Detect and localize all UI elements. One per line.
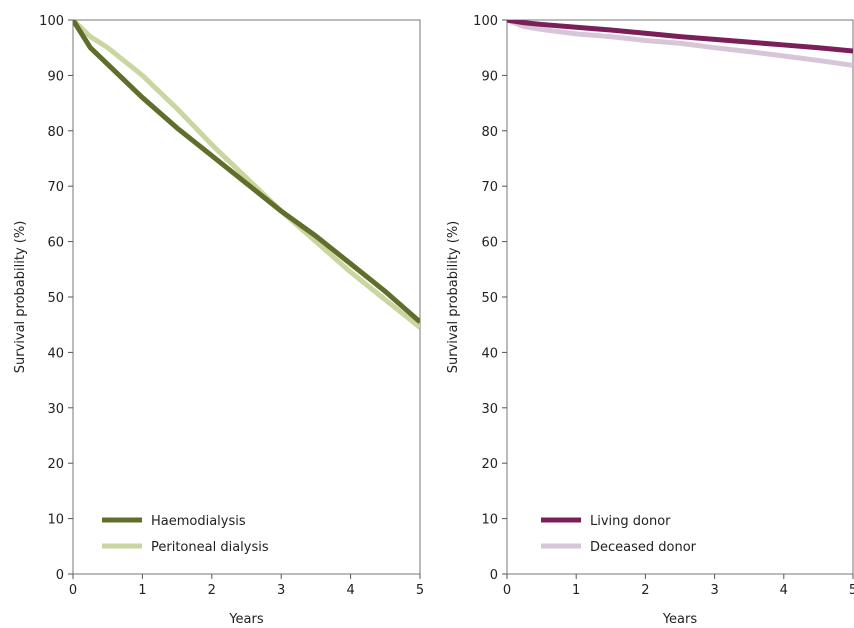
plot-frame: [72, 19, 421, 575]
chart-panel-dialysis: 0 10 20 30 40 50 60 70 80 90 100 0 1 2 3 4 5 Years Surviva…: [13, 14, 424, 627]
series-line-haemodialysis: [73, 20, 420, 324]
y-tick-label: 0: [56, 568, 64, 583]
x-axis-label: Years: [662, 612, 698, 627]
chart-panel-transplant: 0 10 20 30 40 50 60 70 80 90 100 0 1 2 3 4 5 Years Surviva…: [446, 14, 854, 627]
x-tick-label: 1: [138, 583, 146, 598]
y-tick-label: 20: [481, 457, 498, 472]
y-tick-label: 10: [47, 513, 64, 528]
plot-frame: [506, 19, 854, 575]
y-tick-label: 60: [481, 236, 498, 251]
y-tick-label: 70: [481, 180, 498, 195]
legend-label: Deceased donor: [590, 540, 697, 555]
x-tick-label: 5: [416, 583, 424, 598]
y-tick-label: 20: [47, 457, 64, 472]
legend-label: Peritoneal dialysis: [151, 540, 269, 555]
y-tick-label: 90: [47, 69, 64, 84]
x-axis-label: Years: [228, 612, 264, 627]
y-tick-label: 100: [39, 14, 64, 29]
x-tick-label: 4: [346, 583, 354, 598]
y-axis-label: Survival probability (%): [13, 221, 28, 374]
y-tick-label: 40: [47, 346, 64, 361]
x-tick-label: 2: [208, 583, 216, 598]
legend-label: Living donor: [590, 514, 671, 529]
series-line-deceased-donor: [507, 20, 853, 68]
x-tick-label: 0: [503, 583, 511, 598]
y-tick-label: 50: [47, 291, 64, 306]
x-tick-label: 2: [641, 583, 649, 598]
x-tick-label: 4: [780, 583, 788, 598]
x-tick-label: 3: [710, 583, 718, 598]
y-tick-label: 80: [47, 125, 64, 140]
y-axis-label: Survival probability (%): [446, 221, 461, 374]
x-tick-label: 0: [69, 583, 77, 598]
y-tick-label: 10: [481, 513, 498, 528]
y-tick-label: 60: [47, 236, 64, 251]
x-tick-label: 1: [572, 583, 580, 598]
y-tick-label: 90: [481, 69, 498, 84]
legend-label: Haemodialysis: [151, 514, 246, 529]
y-tick-label: 50: [481, 291, 498, 306]
y-tick-label: 30: [47, 402, 64, 417]
x-tick-label: 3: [277, 583, 285, 598]
y-tick-label: 70: [47, 180, 64, 195]
y-tick-label: 80: [481, 125, 498, 140]
y-tick-label: 30: [481, 402, 498, 417]
series-line-peritoneal-dialysis: [73, 20, 420, 330]
series-line-living-donor: [507, 20, 853, 54]
y-tick-label: 0: [490, 568, 498, 583]
x-tick-label: 5: [849, 583, 854, 598]
y-tick-label: 40: [481, 346, 498, 361]
y-tick-label: 100: [473, 14, 498, 29]
